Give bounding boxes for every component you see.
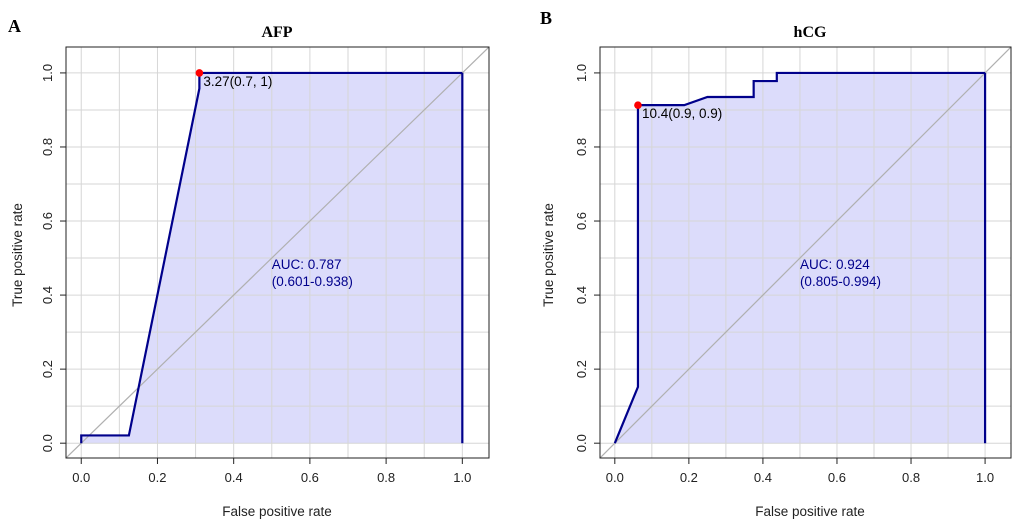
y-axis-label-a: True positive rate: [10, 203, 25, 307]
x-tick-label: 1.0: [976, 470, 994, 485]
auc-ci-label-b: (0.805-0.994): [800, 274, 881, 289]
x-tick-label: 0.2: [148, 470, 166, 485]
reference-diagonal-a: [66, 47, 489, 458]
x-tick-label: 0.8: [902, 470, 920, 485]
plot-frame-a: [65, 46, 490, 459]
reference-diagonal-b: [600, 47, 1011, 458]
threshold-point-b: [634, 101, 642, 109]
x-axis-label-a: False positive rate: [222, 504, 332, 519]
y-tick-label: 0.6: [574, 212, 589, 230]
y-axis-label-b: True positive rate: [541, 203, 556, 307]
panel-b: 0.0 0.2 0.4 0.6 0.8 1.0 0.0 0.2 0.4 0.6 0.8 1.0 10.4…: [540, 8, 1012, 519]
x-tick-label: 0.6: [301, 470, 319, 485]
y-tick-label: 0.2: [574, 360, 589, 378]
y-tick-label: 0.8: [40, 138, 55, 156]
panel-letter-b: B: [540, 8, 552, 28]
x-tick-label: 0.6: [828, 470, 846, 485]
plot-area-a: 0.0 0.2 0.4 0.6 0.8 1.0 0.0 0.2 0.4 0.6 0.8 1.0 3.27…: [40, 46, 490, 485]
auc-ci-label-a: (0.601-0.938): [272, 274, 353, 289]
y-tick-label: 1.0: [40, 64, 55, 82]
y-tick-label: 0.0: [574, 434, 589, 452]
x-tick-label: 1.0: [453, 470, 471, 485]
x-tick-label: 0.8: [377, 470, 395, 485]
threshold-label-a: 3.27(0.7, 1): [203, 74, 272, 89]
chart-title-afp: AFP: [261, 24, 292, 41]
threshold-label-b: 10.4(0.9, 0.9): [642, 106, 722, 121]
x-axis-label-b: False positive rate: [755, 504, 865, 519]
chart-title-hcg: hCG: [794, 24, 827, 41]
plot-area-b: 0.0 0.2 0.4 0.6 0.8 1.0 0.0 0.2 0.4 0.6 0.8 1.0 10.4…: [574, 46, 1012, 485]
x-tick-label: 0.2: [680, 470, 698, 485]
x-tick-label: 0.4: [754, 470, 772, 485]
y-tick-label: 1.0: [574, 64, 589, 82]
auc-label-a: AUC: 0.787: [272, 257, 342, 272]
y-tick-label: 0.8: [574, 138, 589, 156]
auc-label-b: AUC: 0.924: [800, 257, 870, 272]
threshold-point-a: [195, 69, 204, 77]
x-tick-label: 0.0: [606, 470, 624, 485]
roc-curve-a: [80, 71, 463, 444]
y-tick-label: 0.2: [40, 360, 55, 378]
y-tick-label: 0.4: [574, 286, 589, 304]
x-tick-label: 0.4: [225, 470, 243, 485]
x-tick-label: 0.0: [72, 470, 90, 485]
plot-frame-b: [599, 46, 1012, 459]
y-tick-label: 0.0: [40, 434, 55, 452]
y-tick-label: 0.6: [40, 212, 55, 230]
y-tick-label: 0.4: [40, 286, 55, 304]
panel-letter-a: A: [8, 16, 21, 36]
panel-a: 0.0 0.2 0.4 0.6 0.8 1.0 0.0 0.2 0.4 0.6 0.8 1.0 3.27…: [8, 16, 490, 519]
roc-curve-b: [613, 71, 986, 444]
